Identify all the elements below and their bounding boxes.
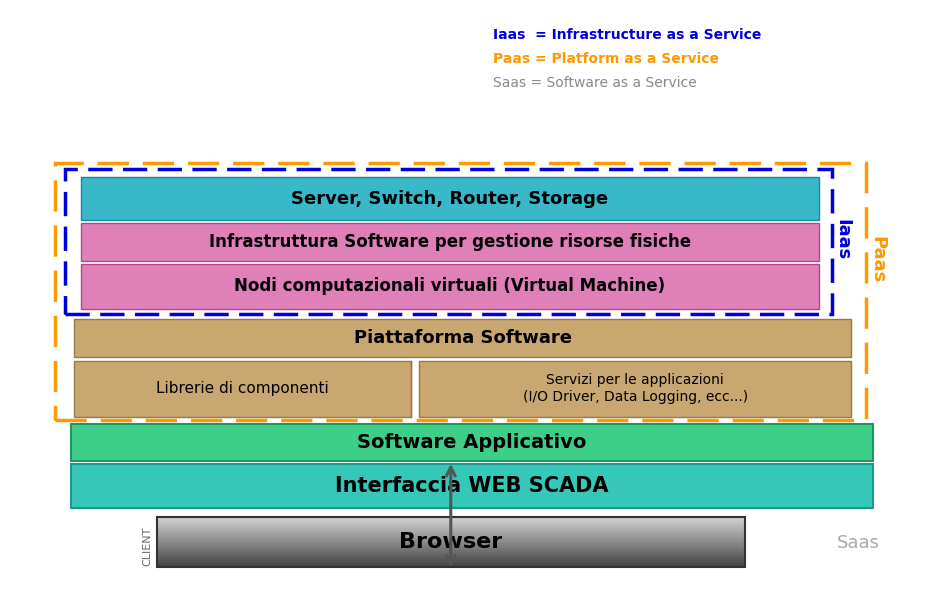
Bar	[55, 163, 866, 420]
Bar	[157, 557, 745, 559]
Bar	[157, 547, 745, 549]
Text: Iaas: Iaas	[834, 219, 851, 260]
Text: Saas = Software as a Service: Saas = Software as a Service	[493, 76, 698, 90]
Bar	[157, 537, 745, 539]
Bar	[157, 528, 745, 531]
Bar	[71, 424, 873, 461]
Bar	[81, 264, 819, 309]
Bar	[419, 361, 851, 417]
Bar	[157, 518, 745, 521]
Text: Nodi computazionali virtuali (Virtual Machine): Nodi computazionali virtuali (Virtual Ma…	[234, 277, 665, 296]
Bar	[74, 361, 411, 417]
Text: Browser: Browser	[400, 532, 502, 552]
Text: Server, Switch, Router, Storage: Server, Switch, Router, Storage	[291, 190, 608, 207]
Bar	[74, 319, 851, 357]
Bar	[157, 545, 745, 547]
Bar	[157, 540, 745, 543]
Bar	[81, 177, 819, 220]
Bar	[157, 533, 745, 535]
Text: Iaas  = Infrastructure as a Service: Iaas = Infrastructure as a Service	[493, 28, 762, 43]
Bar	[157, 565, 745, 567]
Bar	[157, 538, 745, 541]
Bar	[157, 548, 745, 551]
Bar	[157, 517, 745, 519]
Text: Librerie di componenti: Librerie di componenti	[156, 381, 329, 396]
Text: Paas: Paas	[868, 236, 885, 284]
Bar	[157, 520, 745, 522]
Bar	[157, 558, 745, 561]
Bar	[157, 530, 745, 532]
Text: Servizi per le applicazioni
(I/O Driver, Data Logging, ecc...): Servizi per le applicazioni (I/O Driver,…	[523, 374, 748, 404]
Bar	[157, 523, 745, 525]
Text: Piattaforma Software: Piattaforma Software	[354, 329, 571, 347]
Bar	[157, 550, 745, 552]
Bar	[157, 535, 745, 537]
Bar	[71, 464, 873, 508]
Bar	[157, 561, 745, 564]
Bar	[157, 552, 745, 554]
Bar	[157, 553, 745, 556]
Text: Saas: Saas	[837, 534, 881, 551]
Text: Paas = Platform as a Service: Paas = Platform as a Service	[493, 52, 719, 66]
Text: Software Applicativo: Software Applicativo	[358, 433, 586, 452]
Bar	[157, 517, 745, 567]
Bar	[157, 522, 745, 524]
Text: Infrastruttura Software per gestione risorse fisiche: Infrastruttura Software per gestione ris…	[209, 233, 691, 251]
Bar	[65, 169, 832, 314]
Bar	[157, 532, 745, 534]
Text: Interfaccia WEB SCADA: Interfaccia WEB SCADA	[335, 476, 609, 496]
Bar	[157, 563, 745, 566]
Bar	[157, 543, 745, 545]
Bar	[157, 555, 745, 557]
Bar	[81, 223, 819, 261]
Bar	[157, 527, 745, 529]
Text: CLIENT: CLIENT	[142, 527, 152, 566]
Bar	[157, 560, 745, 563]
Bar	[157, 525, 745, 527]
Bar	[157, 541, 745, 544]
